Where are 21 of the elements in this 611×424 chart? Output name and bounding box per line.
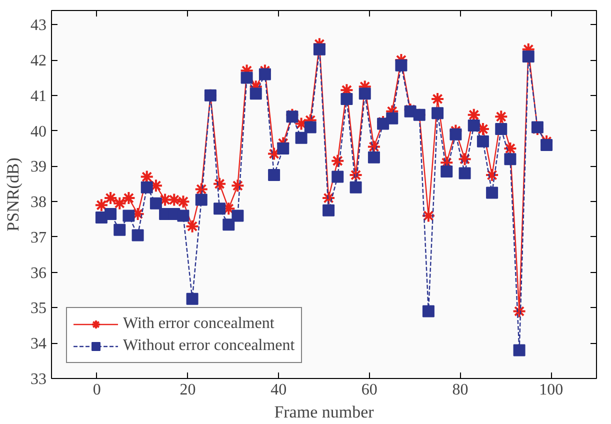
y-tick-label: 41 — [30, 88, 46, 105]
x-tick-label: 100 — [539, 382, 564, 398]
y-tick-label: 36 — [30, 264, 46, 282]
legend-label: Without error concealment — [123, 337, 295, 355]
legend-label: With error concealment — [123, 315, 274, 333]
y-tick-label: 33 — [30, 371, 46, 388]
x-tick-label: 60 — [361, 382, 378, 398]
y-tick-label: 38 — [30, 194, 46, 212]
y-tick-label: 43 — [30, 17, 46, 34]
y-tick-label: 40 — [30, 123, 46, 140]
x-tick-label: 0 — [92, 382, 101, 398]
x-tick-label: 80 — [452, 382, 468, 398]
x-tick-label: 40 — [270, 382, 287, 398]
x-tick-label: 20 — [180, 382, 196, 398]
y-tick-label: 35 — [30, 300, 46, 318]
y-axis-title: PSNR(dB) — [4, 158, 22, 232]
y-tick-label: 39 — [30, 158, 46, 176]
x-axis-title: Frame number — [274, 402, 374, 422]
y-tick-label: 42 — [30, 52, 46, 70]
y-tick-label: 37 — [30, 229, 46, 246]
y-tick-label: 34 — [30, 336, 46, 353]
